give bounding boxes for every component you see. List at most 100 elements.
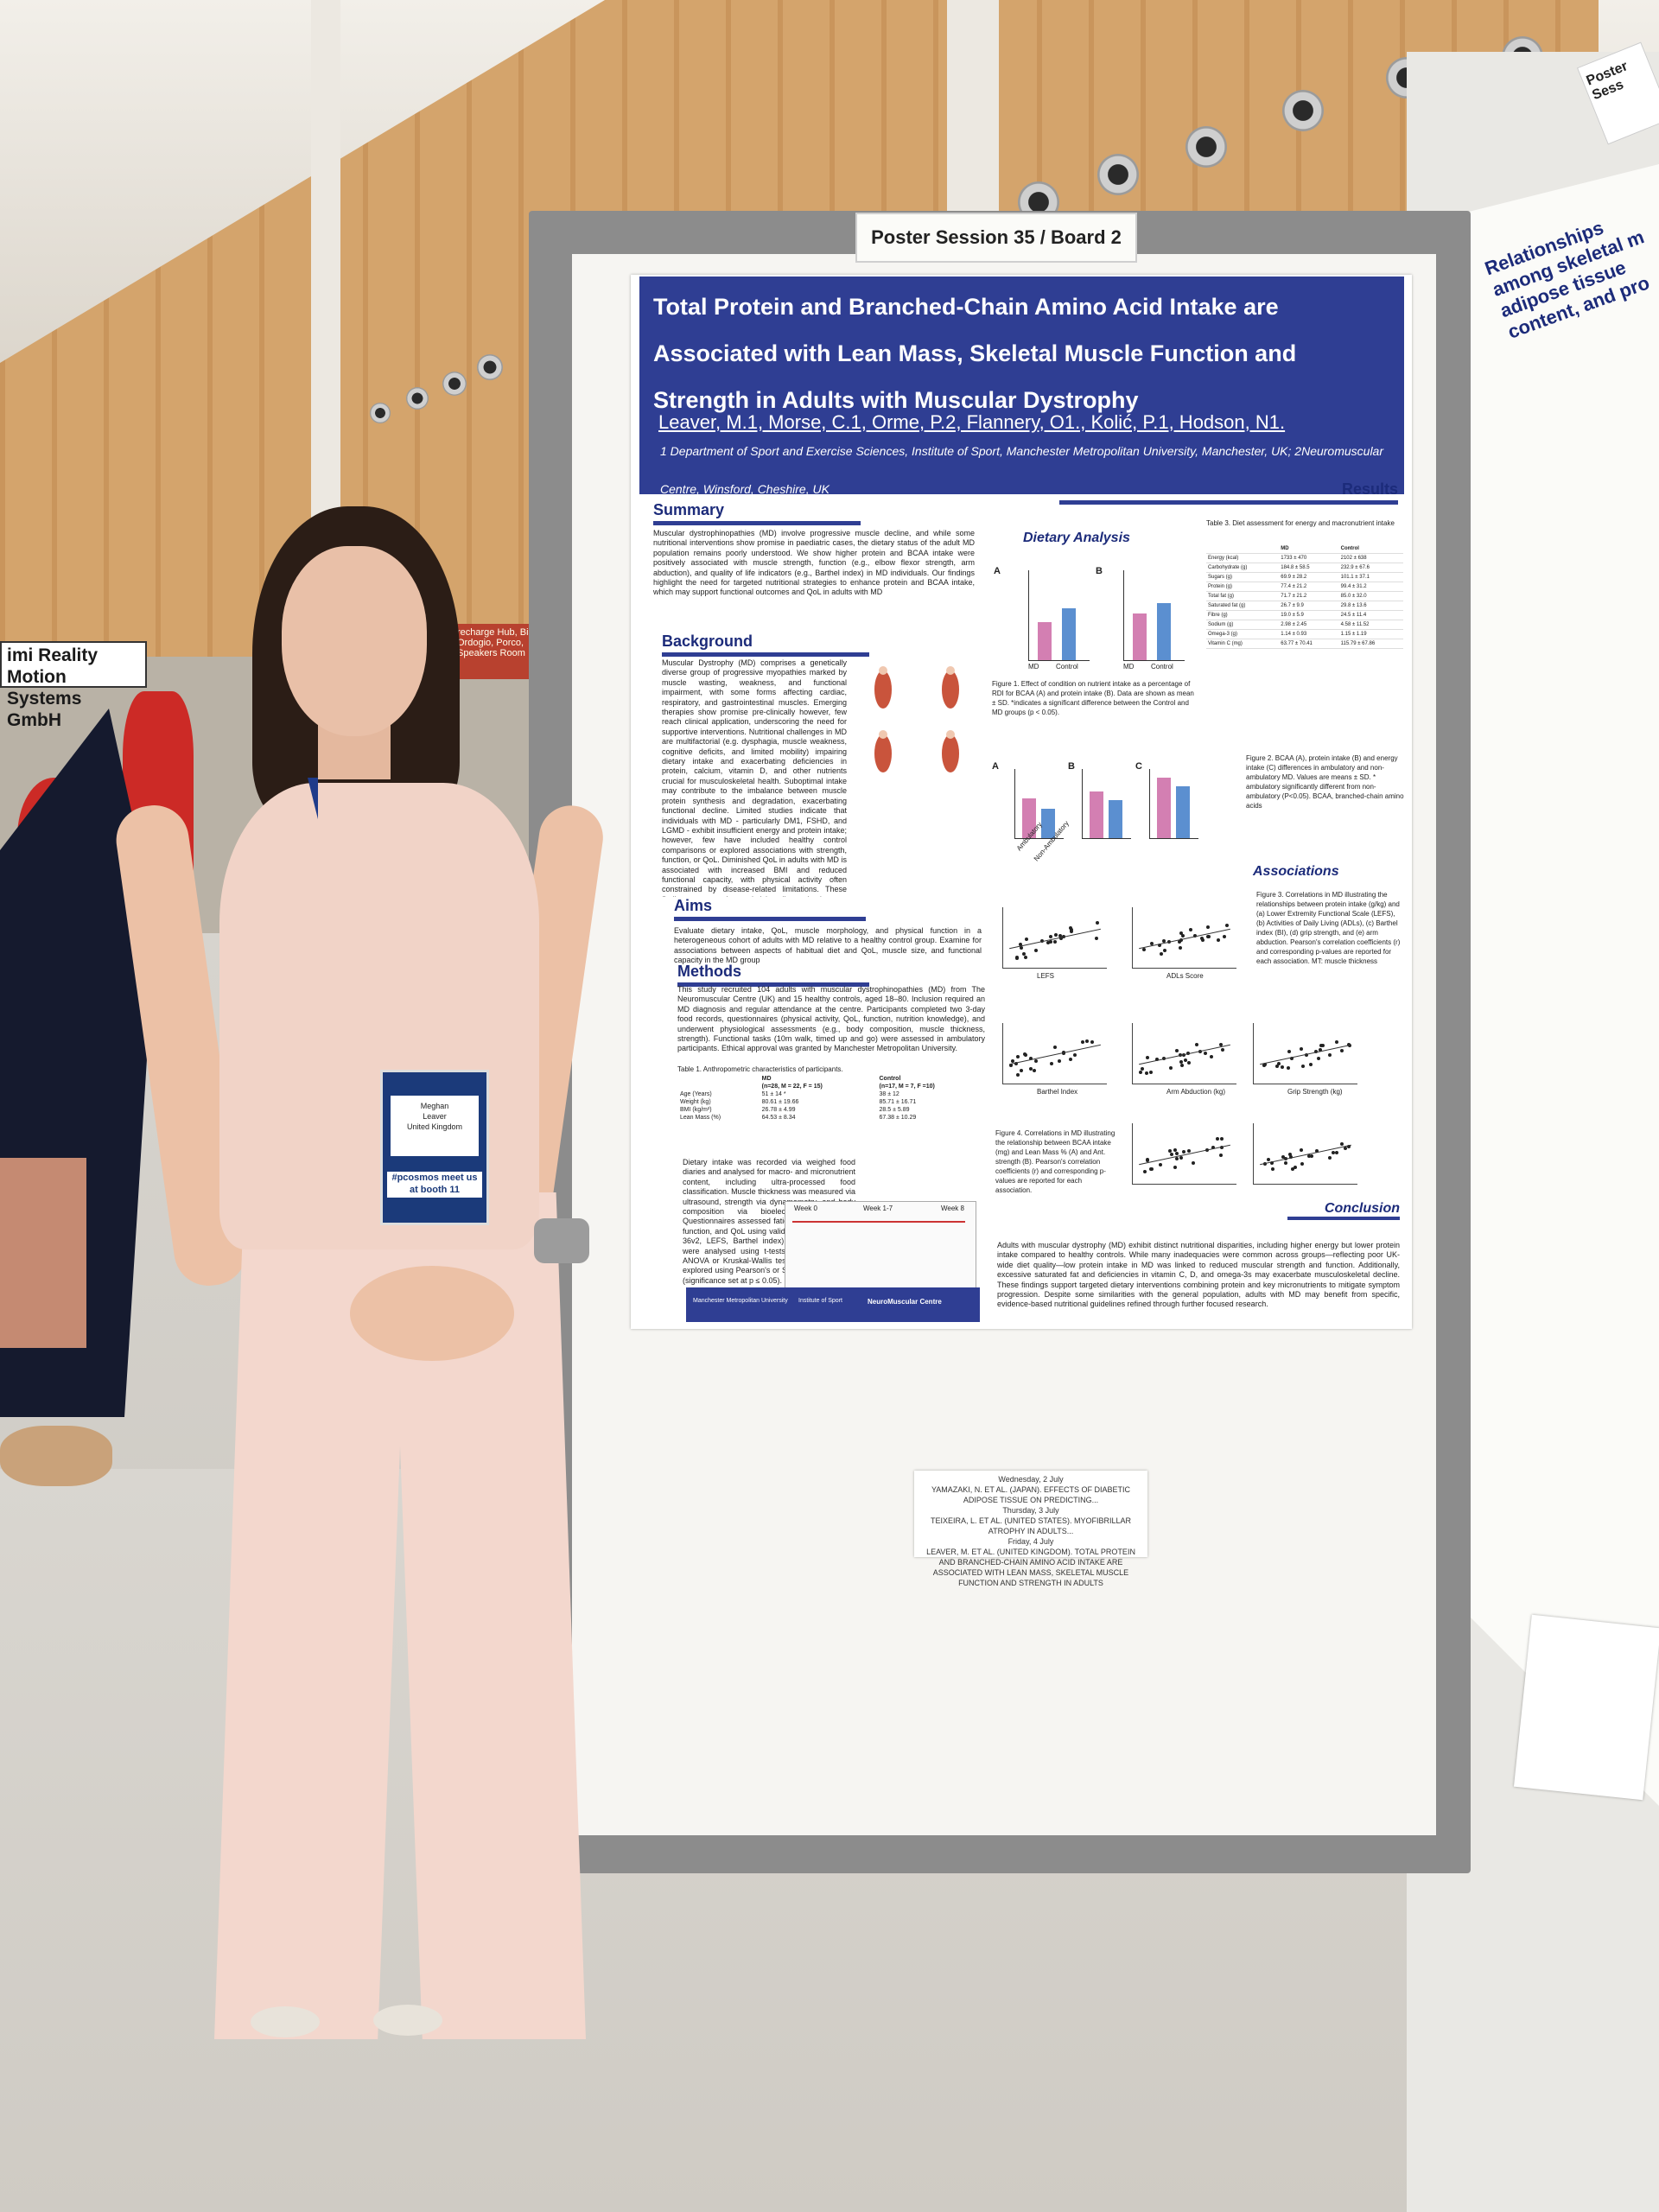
scatter-point: [1048, 939, 1052, 944]
neighbour-notice-sheet: [1513, 1614, 1659, 1801]
scatter-point: [1053, 1046, 1058, 1050]
table-cell: 101.1 ± 37.1: [1338, 572, 1403, 582]
scatter-point: [1300, 1162, 1304, 1166]
table-cell: 85.71 ± 16.71: [879, 1099, 917, 1105]
scatter-point: [1049, 934, 1053, 938]
scatter-point: [1225, 924, 1230, 928]
table-row: Protein (g) 77.4 ± 21.2 99.4 ± 31.2: [1206, 582, 1403, 592]
table-row: Sodium (g) 2.98 ± 2.45 4.58 ± 11.52: [1206, 620, 1403, 630]
scatter-point: [1223, 934, 1227, 938]
scatter-point: [1016, 1073, 1020, 1077]
scatter-point: [1290, 1056, 1294, 1060]
scatter-point: [1327, 1053, 1332, 1058]
scatter-plot: [1132, 1123, 1236, 1185]
scatter-point: [1096, 921, 1100, 925]
scatter-point: [1015, 1055, 1020, 1059]
table-cell: 71.7 ± 21.2: [1279, 591, 1339, 601]
scatter-point: [1179, 931, 1183, 936]
scatter-plot: [1002, 907, 1107, 969]
poster-footer: Manchester Metropolitan University Insti…: [686, 1287, 980, 1322]
table-cell: 63.77 ± 70.41: [1279, 639, 1339, 649]
scatter-point: [1058, 933, 1062, 938]
figure-1-caption: Figure 1. Effect of condition on nutrien…: [992, 680, 1194, 716]
scatter-point: [1150, 942, 1154, 946]
scatter-point: [1287, 1066, 1291, 1071]
methods-timeline: Week 0 Week 1-7 Week 8: [785, 1201, 976, 1289]
section-background: Background: [662, 632, 869, 657]
scatter-point: [1275, 1065, 1280, 1069]
table-cell: 1.14 ± 0.93: [1279, 629, 1339, 639]
scatter-point: [1162, 949, 1166, 953]
section-summary: Summary: [653, 501, 861, 525]
scatter-point: [1161, 938, 1166, 943]
table-cell: 26.78 ± 4.99: [761, 1107, 796, 1113]
badge-banner: #pcosmos meet us at booth 11: [387, 1172, 482, 1198]
table-cell: 115.79 ± 67.86: [1338, 639, 1403, 649]
figure-2: A B C Ambulatory Non-Ambulatory: [992, 760, 1199, 881]
scatter-point: [1053, 933, 1058, 938]
scatter-point: [1206, 935, 1211, 939]
scatter-point: [1057, 1059, 1061, 1064]
bar-control: [1157, 603, 1171, 660]
table-cell: 77.4 ± 21.2: [1279, 582, 1339, 592]
ceiling-vent: [1185, 126, 1227, 168]
scatter-point: [1299, 1147, 1303, 1152]
table-row: (n=28, M = 22, F = 15) (n=17, M = 7, F =1…: [677, 1083, 985, 1090]
x-tick: Control: [1151, 663, 1173, 671]
scatter-point: [1029, 1066, 1033, 1071]
scatter-point: [1195, 1043, 1199, 1047]
table-cell: Total fat (g): [1206, 591, 1280, 601]
table-cell: Sodium (g): [1206, 620, 1280, 630]
panel-letter: B: [1068, 761, 1075, 772]
scatter-plot: [1002, 1023, 1107, 1084]
table-row: MD Control: [677, 1075, 985, 1083]
scatter-x-label: Arm Abduction (kg): [1166, 1088, 1226, 1096]
scatter-point: [1192, 1160, 1196, 1165]
scatter-point: [1340, 1141, 1344, 1146]
scatter-point: [1301, 1064, 1306, 1068]
background-text: Muscular Dystrophy (MD) comprises a gene…: [662, 658, 847, 897]
table-row: Total fat (g) 71.7 ± 21.2 85.0 ± 32.0: [1206, 591, 1403, 601]
trend-line: [1139, 1144, 1230, 1166]
ceiling-vent: [370, 403, 391, 423]
person-face: [282, 546, 427, 736]
panel-letter: B: [1096, 566, 1103, 576]
bar-control: [1062, 608, 1076, 660]
scatter-point: [1033, 1068, 1037, 1072]
aims-text: Evaluate dietary intake, QoL, muscle mor…: [674, 926, 982, 964]
background-person-skirt: [0, 1158, 86, 1348]
scatter-point: [1188, 928, 1192, 931]
table-row: Sugars (g) 69.9 ± 28.2 101.1 ± 37.1: [1206, 572, 1403, 582]
scatter-point: [1180, 934, 1185, 938]
table-cell: MD: [761, 1076, 772, 1082]
table-cell: 1.15 ± 1.19: [1338, 629, 1403, 639]
table-cell: 64.53 ± 8.34: [761, 1115, 796, 1121]
scatter-point: [1284, 1161, 1288, 1166]
scatter-point: [1168, 1066, 1173, 1070]
table-cell: 232.9 ± 67.6: [1338, 563, 1403, 573]
bar-md: [1133, 613, 1147, 660]
scatter-point: [1216, 938, 1220, 943]
person-shoe: [373, 2005, 442, 2036]
scatter-point: [1182, 1149, 1186, 1154]
scatter-point: [1033, 1058, 1038, 1063]
scatter-plots: LEFS ADLs Score Barthel Index Arm Abduction…: [994, 907, 1400, 1253]
table-cell: Sugars (g): [1206, 572, 1280, 582]
table-row: Age (Years) 51 ± 14 * 38 ± 12: [677, 1090, 985, 1098]
scatter-point: [1218, 1043, 1223, 1047]
scatter-point: [1146, 1159, 1150, 1163]
bar-md: [1038, 622, 1052, 660]
ceiling-vent: [1282, 90, 1324, 131]
scatter-point: [1068, 1057, 1072, 1061]
ceiling-vent: [406, 387, 429, 410]
scatter-point: [1024, 955, 1028, 959]
scatter-point: [1150, 1167, 1154, 1172]
scatter-point: [1320, 1043, 1325, 1047]
scatter-point: [1160, 951, 1164, 956]
scatter-point: [1080, 1039, 1084, 1044]
methods-text: This study recruited 104 adults with mus…: [677, 985, 985, 1053]
scatter-point: [1309, 1154, 1313, 1158]
scatter-point: [1221, 1047, 1225, 1052]
scatter-point: [1317, 1057, 1321, 1061]
table-row: Omega-3 (g) 1.14 ± 0.93 1.15 ± 1.19: [1206, 629, 1403, 639]
